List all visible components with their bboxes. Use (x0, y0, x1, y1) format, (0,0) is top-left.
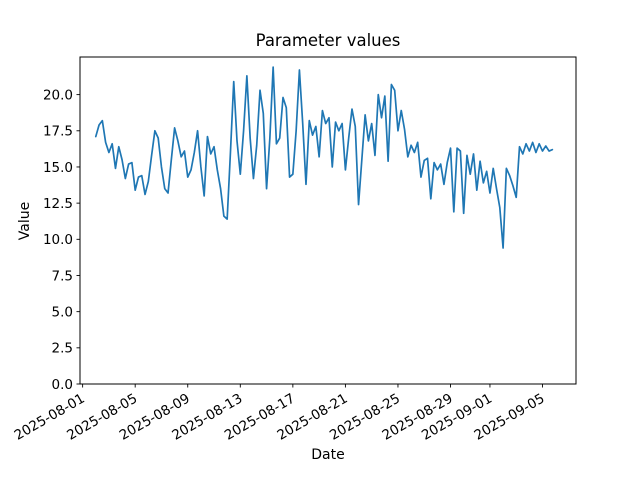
y-tick-label: 20.0 (43, 87, 73, 103)
data-line-series (94, 66, 554, 249)
y-tick-label: 5.0 (52, 304, 73, 320)
y-tick-label: 10.0 (43, 232, 73, 248)
axes-border (79, 56, 577, 385)
plot-area (80, 57, 576, 384)
y-tick-label: 2.5 (52, 341, 73, 357)
y-axis-ticks: 0.0 2.5 5.0 7.5 10.0 12.5 15.0 17.5 20.0 (43, 87, 80, 393)
x-axis-label: Date (311, 447, 344, 463)
y-tick-label: 12.5 (43, 196, 73, 212)
x-axis-ticks: 2025-08-012025-08-052025-08-092025-08-13… (12, 384, 547, 444)
y-tick-label: 7.5 (52, 268, 73, 284)
y-tick-label: 17.5 (43, 124, 73, 140)
y-tick-label: 15.0 (43, 160, 73, 176)
y-axis-label: Value (17, 202, 33, 240)
y-tick-label: 0.0 (52, 377, 73, 393)
chart-title: Parameter values (256, 31, 401, 50)
